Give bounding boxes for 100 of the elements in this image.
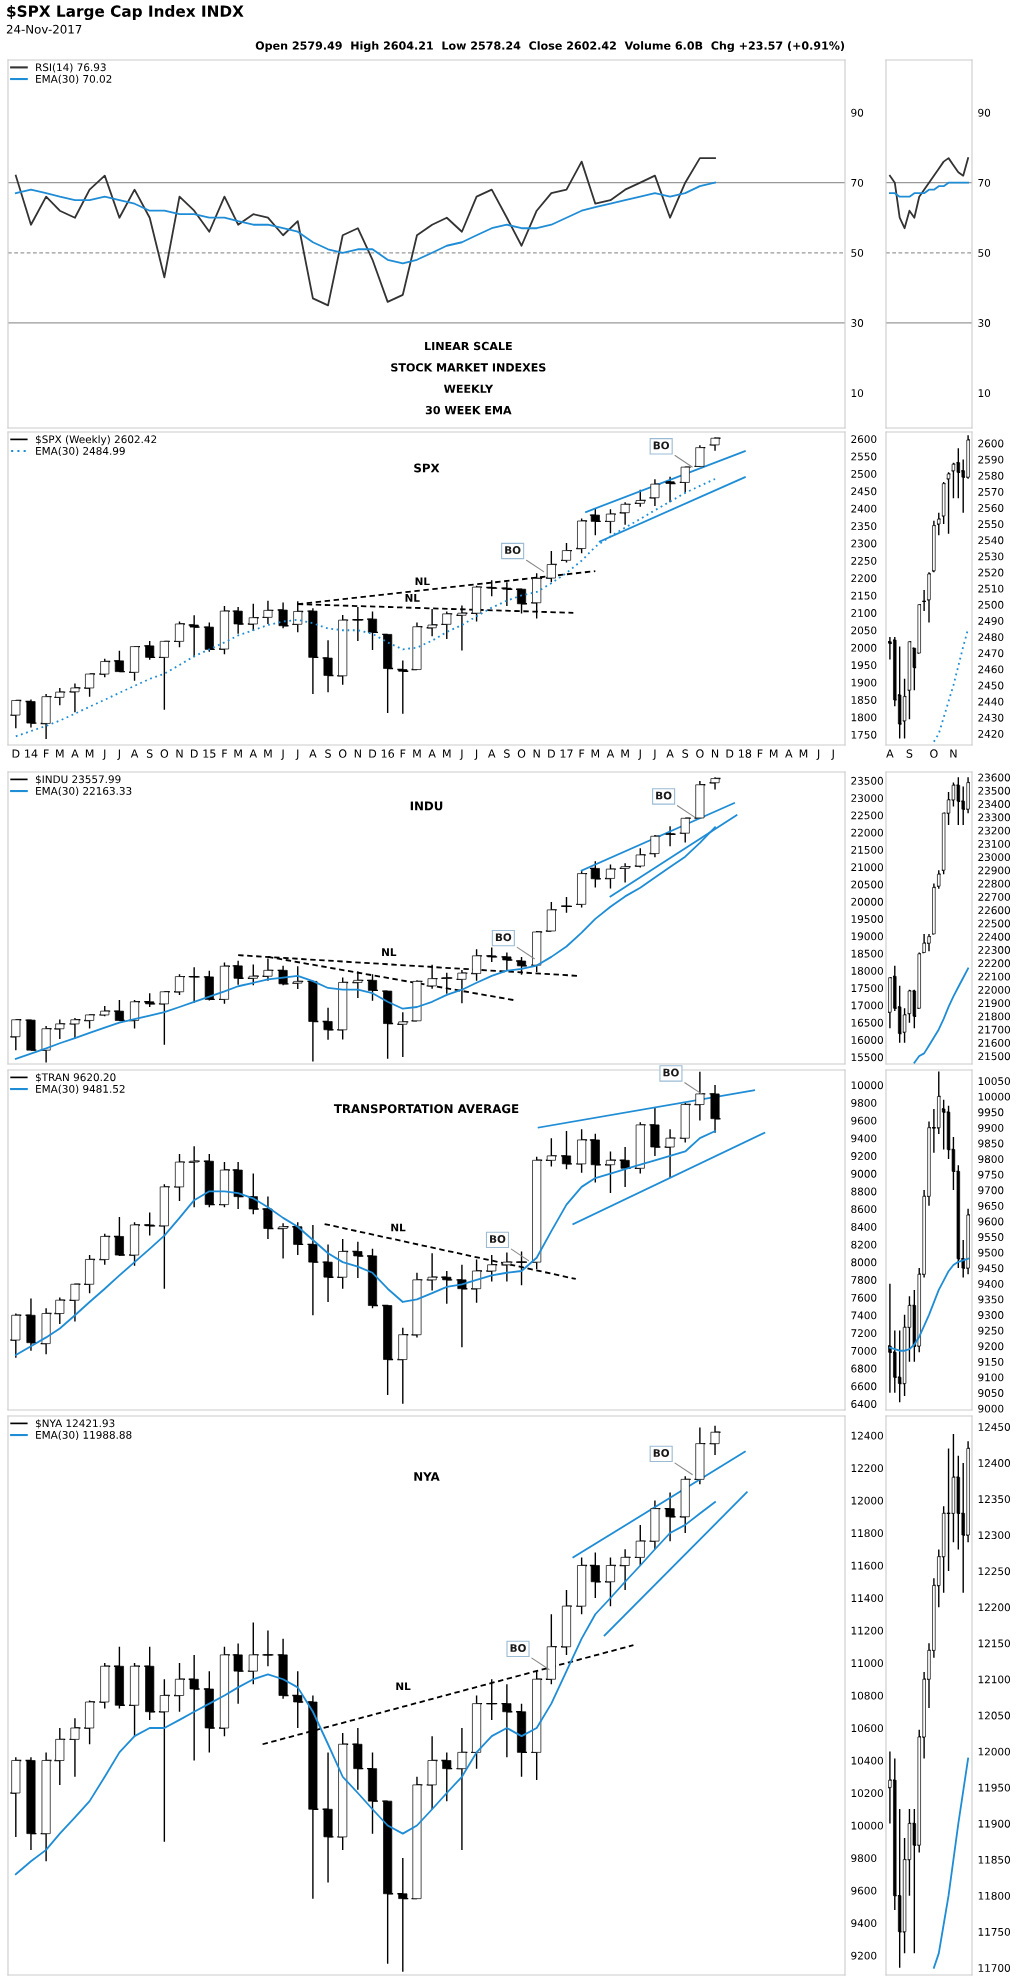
y-tick-label: 7200	[851, 1329, 877, 1338]
annotation: BO	[505, 546, 521, 554]
y-tick-label: 12400	[851, 1431, 883, 1440]
legend-label: EMA(30) 70.02	[36, 74, 112, 85]
y-tick-label: 6800	[851, 1364, 877, 1373]
y-tick-label: 9250	[978, 1326, 1004, 1335]
text: NYA	[414, 1472, 440, 1481]
y-tick-label: 23600	[978, 773, 1010, 782]
y-tick-label: 2470	[978, 649, 1004, 658]
text: TRANSPORTATION AVERAGE	[333, 1104, 519, 1114]
annotation: WEEKLY	[443, 384, 494, 393]
y-tick-label: 12350	[978, 1495, 1010, 1504]
y-tick-label: 11000	[851, 1659, 883, 1668]
y-tick-label: 9650	[978, 1201, 1004, 1210]
y-tick-label: 2590	[978, 455, 1004, 464]
x-tick-label: A	[249, 749, 257, 758]
x-tick-label: 16	[381, 749, 395, 758]
x-tick-label: J	[459, 749, 463, 760]
x-tick-label: D	[369, 749, 377, 758]
y-tick-label: 2550	[851, 452, 877, 461]
legend-label: EMA(30) 22163.33	[36, 786, 132, 797]
y-tick-label: 23500	[851, 776, 883, 785]
y-tick-label: 10	[978, 389, 991, 398]
legend-label: $NYA 12421.93	[35, 1419, 115, 1429]
x-tick-label: S	[146, 749, 153, 758]
y-tick-label: 22200	[978, 959, 1010, 968]
y-tick-label: 9900	[978, 1123, 1004, 1132]
x-tick-label: O	[338, 749, 347, 758]
y-tick-label: 2480	[978, 633, 1004, 642]
y-tick-label: 2300	[851, 539, 877, 548]
x-tick-label: S	[325, 749, 331, 758]
legend-label: EMA(30) 2484.99	[36, 446, 125, 457]
x-tick-label: F	[400, 749, 406, 758]
x-tick-label: F	[757, 749, 763, 758]
annotation: BO	[495, 933, 512, 942]
y-tick-label: 8800	[851, 1187, 877, 1196]
y-tick-label: 23500	[978, 786, 1010, 795]
y-tick-label: 2050	[851, 626, 877, 635]
x-tick-label: O	[517, 749, 526, 758]
y-tick-label: 2600	[978, 439, 1004, 448]
x-tick-label: A	[606, 749, 615, 758]
y-tick-label: 19500	[851, 915, 883, 923]
y-tick-label: 9950	[978, 1108, 1004, 1117]
y-tick-label: 2450	[851, 487, 877, 496]
y-tick-label: 8200	[851, 1240, 877, 1249]
y-tick-label: 22500	[851, 811, 883, 820]
y-tick-label: 9400	[978, 1279, 1004, 1288]
annotation: BO	[653, 441, 670, 450]
y-tick-label: 12200	[978, 1603, 1010, 1612]
y-tick-label: 8000	[851, 1258, 877, 1267]
x-tick-label: D	[548, 749, 555, 758]
legend-label: RSI(14) 76.93	[36, 63, 106, 73]
legend-label: EMA(30) 9481.52	[36, 1084, 125, 1095]
y-tick-label: 23100	[978, 839, 1010, 848]
x-tick-label: D	[190, 749, 198, 758]
y-tick-label: 11850	[978, 1855, 1010, 1864]
x-tick-label: 18	[738, 749, 752, 758]
y-tick-label: 22300	[978, 946, 1010, 954]
x-tick-label: A	[488, 749, 496, 758]
y-tick-label: 9400	[851, 1919, 877, 1928]
y-tick-label: 9850	[978, 1139, 1004, 1148]
y-tick-label: 11900	[978, 1819, 1010, 1828]
y-tick-label: 9800	[851, 1854, 877, 1863]
x-tick-label: N	[176, 749, 183, 758]
y-tick-label: 9800	[978, 1155, 1004, 1163]
annotation: LINEAR SCALE	[425, 341, 512, 351]
y-tick-label: 10200	[851, 1789, 883, 1798]
text: Open 2579.49 High 2604.21 Low 2578.24 Close 2602.42 Volume 6.0B Chg +23.57 (+0.91%)	[255, 41, 845, 52]
y-tick-label: 21500	[851, 845, 883, 854]
x-tick-label: N	[354, 749, 361, 758]
y-tick-label: 70	[851, 178, 864, 187]
y-tick-label: 9050	[978, 1389, 1004, 1397]
x-tick-label: J	[652, 749, 656, 760]
y-tick-label: 7400	[851, 1311, 877, 1320]
y-tick-label: 16000	[851, 1036, 883, 1044]
x-tick-label: A	[666, 749, 674, 758]
annotation: BO	[653, 1449, 670, 1457]
y-tick-label: 11800	[851, 1529, 883, 1538]
y-tick-label: 2150	[851, 591, 877, 600]
x-tick-label: J	[638, 749, 641, 760]
y-tick-label: 9500	[978, 1248, 1004, 1257]
y-tick-label: 2530	[978, 552, 1004, 561]
y-tick-label: 1800	[851, 713, 877, 722]
y-tick-label: 9400	[851, 1134, 877, 1143]
x-tick-label: D	[12, 749, 20, 758]
y-tick-label: 15500	[851, 1053, 883, 1062]
x-tick-label: S	[682, 749, 689, 758]
x-tick-label: O	[160, 749, 169, 758]
y-tick-label: 2560	[978, 504, 1004, 512]
y-tick-label: 2570	[978, 487, 1004, 496]
y-tick-label: 1950	[851, 661, 877, 670]
text: SPX	[414, 463, 440, 473]
y-tick-label: 9150	[978, 1357, 1004, 1366]
y-tick-label: 9200	[978, 1342, 1004, 1351]
y-tick-label: 11950	[978, 1783, 1010, 1792]
y-tick-label: 9450	[978, 1264, 1004, 1273]
y-tick-label: 22600	[978, 906, 1010, 915]
y-tick-label: 11750	[978, 1927, 1010, 1936]
x-tick-label: M	[85, 749, 94, 758]
x-tick-label: F	[222, 749, 228, 758]
